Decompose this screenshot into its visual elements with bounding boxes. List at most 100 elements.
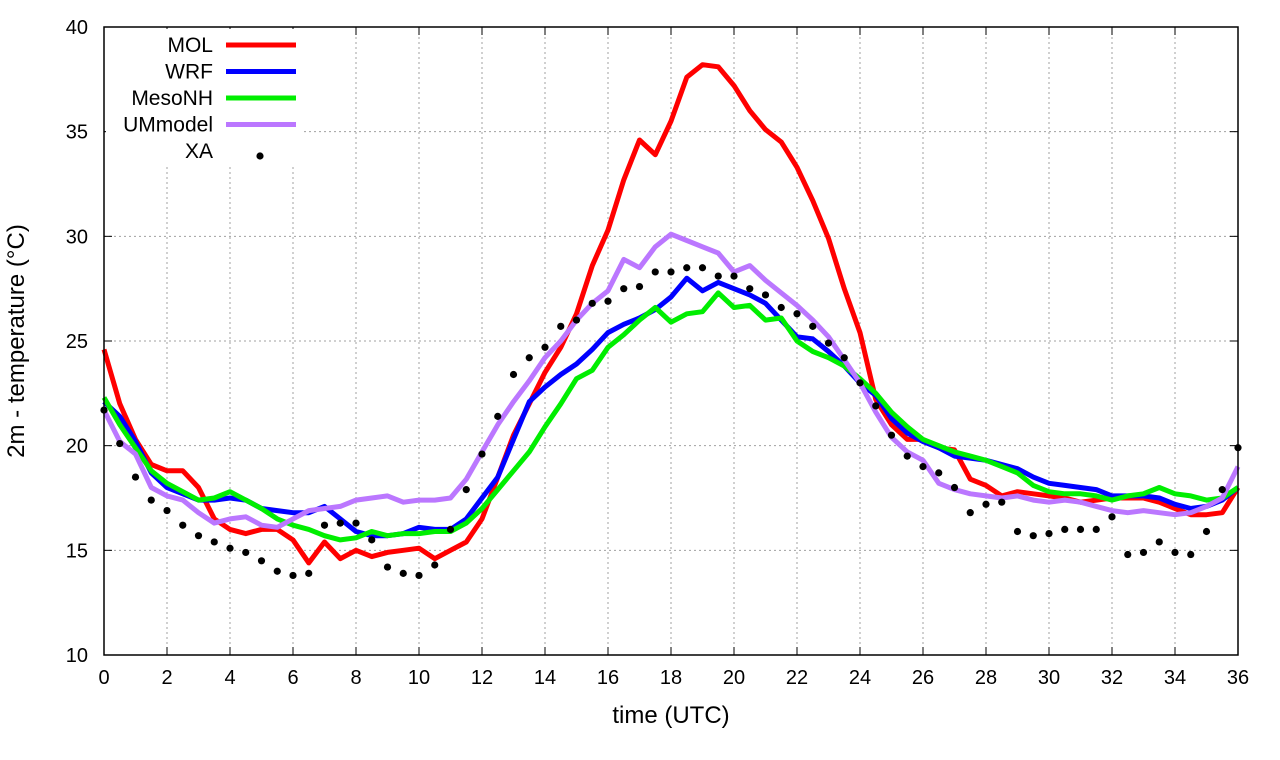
data-point-xa bbox=[1202, 527, 1211, 536]
x-tick-label: 18 bbox=[660, 667, 682, 689]
legend-label: UMmodel bbox=[123, 114, 213, 137]
x-tick-label: 6 bbox=[287, 667, 298, 689]
data-point-xa bbox=[557, 322, 565, 330]
legend-item-xa: XA bbox=[185, 140, 264, 163]
y-tick-label: 10 bbox=[66, 645, 88, 667]
data-point-xa bbox=[541, 343, 549, 351]
data-point-xa bbox=[635, 282, 644, 291]
x-tick-label: 28 bbox=[975, 667, 997, 689]
legend-label: XA bbox=[185, 140, 213, 163]
data-point-xa bbox=[210, 538, 218, 546]
y-axis-title: 2m - temperature (°C) bbox=[3, 224, 30, 458]
data-point-xa bbox=[809, 322, 817, 330]
data-point-xa bbox=[982, 500, 990, 508]
data-point-xa bbox=[683, 264, 691, 272]
data-point-xa bbox=[446, 525, 455, 534]
y-tick-label: 20 bbox=[66, 436, 88, 458]
x-tick-label: 20 bbox=[723, 667, 745, 689]
data-point-xa bbox=[761, 291, 770, 299]
legend: MOL WRF MesoNH UMmodel XA bbox=[106, 29, 302, 167]
x-axis-title: time (UTC) bbox=[612, 702, 729, 729]
y-tick-label: 40 bbox=[66, 17, 88, 39]
series-line-ummodel bbox=[101, 231, 1241, 530]
series-wrf bbox=[102, 275, 1240, 539]
data-point-xa bbox=[415, 571, 423, 580]
data-point-xa bbox=[935, 469, 943, 477]
x-tick-label: 34 bbox=[1164, 667, 1186, 689]
x-tick-label: 8 bbox=[350, 667, 361, 689]
y-tick-label: 35 bbox=[66, 122, 88, 144]
data-point-xa bbox=[257, 557, 266, 565]
data-point-xa bbox=[903, 452, 911, 460]
series-mol bbox=[101, 62, 1241, 566]
data-point-xa bbox=[525, 354, 533, 362]
legend-item-ummodel: UMmodel bbox=[123, 114, 296, 137]
data-point-xa bbox=[131, 473, 140, 481]
data-point-xa bbox=[1076, 525, 1085, 534]
data-point-xa bbox=[919, 463, 927, 471]
data-point-xa bbox=[305, 569, 313, 577]
data-point-xa bbox=[352, 519, 360, 527]
data-point-xa bbox=[698, 264, 707, 272]
data-point-xa bbox=[998, 498, 1006, 506]
data-point-xa bbox=[1124, 550, 1132, 559]
x-tick-label: 16 bbox=[597, 667, 619, 689]
series-xa bbox=[100, 264, 1242, 580]
data-point-xa bbox=[494, 412, 502, 420]
data-point-xa bbox=[793, 310, 801, 318]
y-tick-labels: 10 15 20 25 30 35 40 bbox=[66, 17, 88, 667]
data-point-xa bbox=[572, 316, 581, 324]
legend-swatch-xa bbox=[256, 152, 264, 160]
data-point-xa bbox=[887, 431, 896, 439]
x-tick-label: 12 bbox=[471, 667, 493, 689]
data-point-xa bbox=[950, 483, 959, 492]
data-point-xa bbox=[824, 339, 833, 347]
data-point-xa bbox=[1171, 548, 1179, 557]
y-tick-label: 25 bbox=[66, 331, 88, 353]
data-point-xa bbox=[368, 536, 376, 544]
data-point-xa bbox=[588, 299, 596, 307]
data-point-xa bbox=[336, 519, 344, 527]
data-point-xa bbox=[1029, 532, 1037, 540]
x-tick-label: 36 bbox=[1227, 667, 1249, 689]
x-tick-label: 14 bbox=[534, 667, 556, 689]
x-tick-label: 24 bbox=[849, 667, 871, 689]
data-point-xa bbox=[1139, 548, 1148, 557]
data-point-xa bbox=[478, 450, 486, 458]
series-ummodel bbox=[101, 231, 1241, 530]
data-point-xa bbox=[856, 379, 864, 387]
x-tick-labels: 0 2 4 6 8 10 12 14 16 18 20 22 24 26 28 30 32 34 36 bbox=[98, 667, 1249, 689]
data-point-xa bbox=[872, 402, 880, 410]
y-tick-label: 15 bbox=[66, 540, 88, 562]
data-point-xa bbox=[242, 548, 250, 557]
series-line-mesonh bbox=[101, 290, 1240, 543]
data-point-xa bbox=[620, 285, 628, 293]
data-point-xa bbox=[147, 496, 155, 504]
x-tick-label: 0 bbox=[98, 667, 109, 689]
data-point-xa bbox=[730, 272, 738, 280]
x-tick-label: 26 bbox=[912, 667, 934, 689]
data-point-xa bbox=[431, 561, 439, 569]
data-point-xa bbox=[1061, 525, 1069, 534]
data-point-xa bbox=[320, 521, 329, 529]
x-tick-label: 30 bbox=[1038, 667, 1060, 689]
legend-item-mesonh: MesoNH bbox=[131, 87, 296, 110]
series-line-mol bbox=[101, 62, 1241, 566]
data-point-xa bbox=[399, 569, 407, 577]
axis-ticks bbox=[103, 26, 1239, 656]
legend-item-wrf: WRF bbox=[165, 61, 296, 84]
legend-item-mol: MOL bbox=[167, 34, 296, 57]
data-point-xa bbox=[777, 303, 785, 312]
data-point-xa bbox=[1218, 486, 1226, 494]
data-point-xa bbox=[714, 272, 722, 280]
data-point-xa bbox=[179, 521, 187, 529]
x-tick-label: 10 bbox=[408, 667, 430, 689]
grid-lines bbox=[104, 27, 1238, 655]
data-point-xa bbox=[226, 544, 234, 552]
data-point-xa bbox=[604, 297, 612, 305]
data-point-xa bbox=[383, 563, 392, 571]
x-tick-label: 32 bbox=[1101, 667, 1123, 689]
legend-label: MOL bbox=[167, 34, 213, 57]
legend-label: MesoNH bbox=[131, 87, 213, 110]
x-tick-label: 22 bbox=[786, 667, 808, 689]
